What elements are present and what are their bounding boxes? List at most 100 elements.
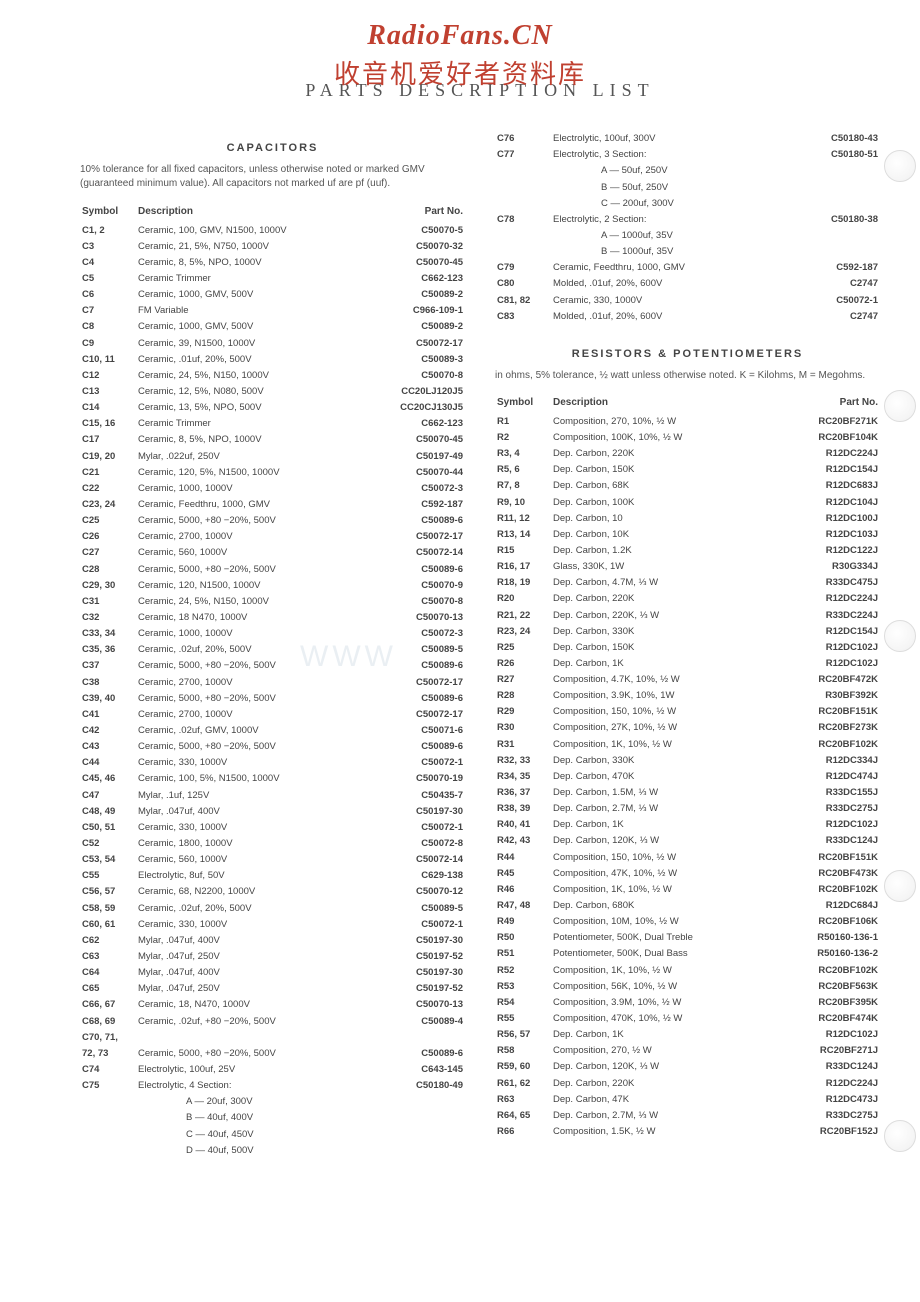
cell-symbol: R13, 14 — [495, 527, 551, 543]
cell-partno: R33DC275J — [778, 1108, 880, 1124]
cell-partno: C50072-17 — [365, 335, 465, 351]
table-row: C19, 20Mylar, .022uf, 250VC50197-49 — [80, 448, 465, 464]
cell-partno: R12DC122J — [778, 543, 880, 559]
table-row: B — 50uf, 250V — [495, 179, 880, 195]
cell-partno: C50072-1 — [790, 292, 880, 308]
cell-symbol: R45 — [495, 866, 551, 882]
cell-symbol: C6 — [80, 287, 136, 303]
cell-description: Ceramic, 1000, GMV, 500V — [136, 287, 365, 303]
cell-partno: R12DC474J — [778, 769, 880, 785]
table-row: C4Ceramic, 8, 5%, NPO, 1000VC50070-45 — [80, 255, 465, 271]
table-row: C55Electrolytic, 8uf, 50VC629-138 — [80, 868, 465, 884]
table-row: C21Ceramic, 120, 5%, N1500, 1000VC50070-… — [80, 465, 465, 481]
cell-description: Molded, .01uf, 20%, 600V — [551, 276, 790, 292]
cell-symbol: C55 — [80, 868, 136, 884]
table-row: C68, 69Ceramic, .02uf, +80 −20%, 500VC50… — [80, 1013, 465, 1029]
cell-description: Composition, 1.5K, ½ W — [551, 1124, 778, 1140]
table-row: C35, 36Ceramic, .02uf, 20%, 500VC50089-5 — [80, 642, 465, 658]
cell-partno: R12DC224J — [778, 591, 880, 607]
cell-description: Dep. Carbon, 100K — [551, 494, 778, 510]
cell-description: Ceramic, 8, 5%, NPO, 1000V — [136, 432, 365, 448]
table-row: C81, 82Ceramic, 330, 1000VC50072-1 — [495, 292, 880, 308]
cell-symbol: C78 — [495, 212, 551, 228]
cell-description: Composition, 100K, 10%, ½ W — [551, 430, 778, 446]
cell-description: Dep. Carbon, 220K, ⅓ W — [551, 607, 778, 623]
table-row: R40, 41Dep. Carbon, 1KR12DC102J — [495, 817, 880, 833]
cell-partno: C50072-3 — [365, 626, 465, 642]
table-row: C80Molded, .01uf, 20%, 600VC2747 — [495, 276, 880, 292]
cell-partno: RC20BF102K — [778, 882, 880, 898]
table-row: C41Ceramic, 2700, 1000VC50072-17 — [80, 707, 465, 723]
table-row: R27Composition, 4.7K, 10%, ½ WRC20BF472K — [495, 672, 880, 688]
table-row: R59, 60Dep. Carbon, 120K, ⅓ WR33DC124J — [495, 1059, 880, 1075]
table-row: R29Composition, 150, 10%, ½ WRC20BF151K — [495, 704, 880, 720]
table-row: R46Composition, 1K, 10%, ½ WRC20BF102K — [495, 882, 880, 898]
cell-symbol: C50, 51 — [80, 820, 136, 836]
cell-description: Composition, 150, 10%, ½ W — [551, 849, 778, 865]
cell-description: Mylar, .1uf, 125V — [136, 787, 365, 803]
table-row: R30Composition, 27K, 10%, ½ WRC20BF273K — [495, 720, 880, 736]
table-row: C52Ceramic, 1800, 1000VC50072-8 — [80, 836, 465, 852]
cell-description: Ceramic, Feedthru, 1000, GMV — [136, 497, 365, 513]
cell-symbol: C41 — [80, 707, 136, 723]
cell-partno: C50072-14 — [365, 852, 465, 868]
table-row: C50, 51Ceramic, 330, 1000VC50072-1 — [80, 820, 465, 836]
cell-partno: C50089-6 — [365, 739, 465, 755]
cell-partno: R12DC334J — [778, 753, 880, 769]
cell-description: Mylar, .047uf, 250V — [136, 949, 365, 965]
cell-partno: RC20BF271J — [778, 1043, 880, 1059]
table-row: R52Composition, 1K, 10%, ½ WRC20BF102K — [495, 962, 880, 978]
table-row: R15Dep. Carbon, 1.2KR12DC122J — [495, 543, 880, 559]
col-partno: Part No. — [778, 393, 880, 414]
cell-partno: RC20BF151K — [778, 849, 880, 865]
cell-partno: C50089-6 — [365, 1046, 465, 1062]
cell-symbol: C25 — [80, 513, 136, 529]
cell-symbol: C80 — [495, 276, 551, 292]
cell-symbol: C7 — [80, 303, 136, 319]
table-row: A — 1000uf, 35V — [495, 228, 880, 244]
cell-symbol — [80, 1142, 136, 1158]
table-row: C33, 34Ceramic, 1000, 1000VC50072-3 — [80, 626, 465, 642]
cell-description: Ceramic, 330, 1000V — [136, 916, 365, 932]
cell-description: Ceramic, 5000, +80 −20%, 500V — [136, 691, 365, 707]
table-row: B — 1000uf, 35V — [495, 244, 880, 260]
cell-symbol: C13 — [80, 384, 136, 400]
cell-partno: C50070-12 — [365, 884, 465, 900]
cell-description: Ceramic, 330, 1000V — [551, 292, 790, 308]
cell-description: Composition, 3.9M, 10%, ½ W — [551, 995, 778, 1011]
table-row: R36, 37Dep. Carbon, 1.5M, ⅓ WR33DC155J — [495, 785, 880, 801]
cell-description: Ceramic, 24, 5%, N150, 1000V — [136, 594, 365, 610]
cell-partno: C50089-6 — [365, 561, 465, 577]
cell-symbol: C79 — [495, 260, 551, 276]
cell-symbol: R3, 4 — [495, 446, 551, 462]
cell-partno: R33DC155J — [778, 785, 880, 801]
cell-partno: C50089-6 — [365, 513, 465, 529]
cell-description: Ceramic, .02uf, +80 −20%, 500V — [136, 1013, 365, 1029]
cell-symbol: R9, 10 — [495, 494, 551, 510]
cell-description: Composition, 10M, 10%, ½ W — [551, 914, 778, 930]
cell-description: Ceramic, 24, 5%, N150, 1000V — [136, 368, 365, 384]
cell-partno: C50072-1 — [365, 916, 465, 932]
table-row: R63Dep. Carbon, 47KR12DC473J — [495, 1092, 880, 1108]
cell-partno: CC20LJ120J5 — [365, 384, 465, 400]
table-row: C26Ceramic, 2700, 1000VC50072-17 — [80, 529, 465, 545]
cell-description: Ceramic, 1000, GMV, 500V — [136, 319, 365, 335]
right-column: C76Electrolytic, 100uf, 300VC50180-43C77… — [495, 131, 880, 1159]
cell-symbol: C65 — [80, 981, 136, 997]
cell-description: Dep. Carbon, 1.2K — [551, 543, 778, 559]
cell-symbol: C48, 49 — [80, 804, 136, 820]
cell-symbol: C39, 40 — [80, 691, 136, 707]
table-row: R45Composition, 47K, 10%, ½ WRC20BF473K — [495, 866, 880, 882]
table-row: R47, 48Dep. Carbon, 680KR12DC684J — [495, 898, 880, 914]
cell-description: Ceramic, 1000, 1000V — [136, 481, 365, 497]
cell-symbol: R21, 22 — [495, 607, 551, 623]
watermark-title: RadioFans.CN — [260, 20, 660, 52]
table-row: C — 40uf, 450V — [80, 1126, 465, 1142]
cell-partno: C50089-4 — [365, 1013, 465, 1029]
table-row: C29, 30Ceramic, 120, N1500, 1000VC50070-… — [80, 578, 465, 594]
cell-partno: RC20BF472K — [778, 672, 880, 688]
cell-symbol: R66 — [495, 1124, 551, 1140]
cell-symbol: R59, 60 — [495, 1059, 551, 1075]
capacitors-table-right: C76Electrolytic, 100uf, 300VC50180-43C77… — [495, 131, 880, 325]
cell-symbol — [495, 163, 551, 179]
